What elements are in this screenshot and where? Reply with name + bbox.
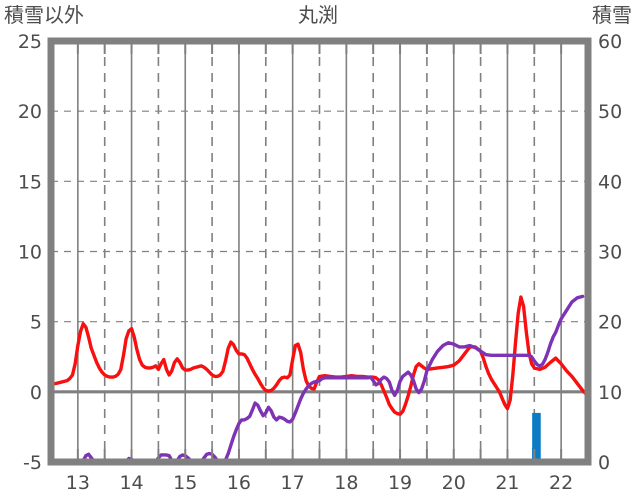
svg-text:25: 25 [18, 31, 42, 53]
svg-text:30: 30 [598, 242, 622, 264]
svg-text:0: 0 [598, 452, 610, 474]
svg-text:0: 0 [30, 382, 42, 404]
svg-text:13: 13 [66, 472, 90, 494]
svg-text:10: 10 [18, 242, 42, 264]
svg-text:19: 19 [388, 472, 412, 494]
x-axis-tick-labels: 13 14 15 16 17 18 19 20 21 22 [66, 472, 573, 494]
plot-frame [47, 37, 592, 466]
svg-text:21: 21 [495, 472, 519, 494]
svg-text:60: 60 [598, 31, 622, 53]
tick-marks [76, 44, 563, 459]
svg-text:17: 17 [281, 472, 305, 494]
svg-text:15: 15 [18, 171, 42, 193]
svg-text:20: 20 [442, 472, 466, 494]
svg-text:40: 40 [598, 171, 622, 193]
svg-text:20: 20 [18, 101, 42, 123]
y-axis-tick-labels: -5 0 5 10 15 20 25 [18, 31, 42, 474]
svg-text:14: 14 [119, 472, 143, 494]
left-axis-header: 積雪以外 [4, 3, 84, 27]
svg-text:50: 50 [598, 101, 622, 123]
svg-text:22: 22 [549, 472, 573, 494]
svg-text:16: 16 [227, 472, 251, 494]
y2-axis-tick-labels: 0 10 20 30 40 50 60 [598, 31, 622, 474]
grid-lines [51, 41, 588, 462]
svg-text:-5: -5 [23, 452, 42, 474]
svg-text:20: 20 [598, 312, 622, 334]
page-title: 丸渕 [298, 3, 338, 27]
svg-text:15: 15 [173, 472, 197, 494]
svg-text:10: 10 [598, 382, 622, 404]
svg-text:18: 18 [334, 472, 358, 494]
svg-text:5: 5 [30, 312, 42, 334]
right-axis-header: 積雪 [592, 3, 632, 27]
